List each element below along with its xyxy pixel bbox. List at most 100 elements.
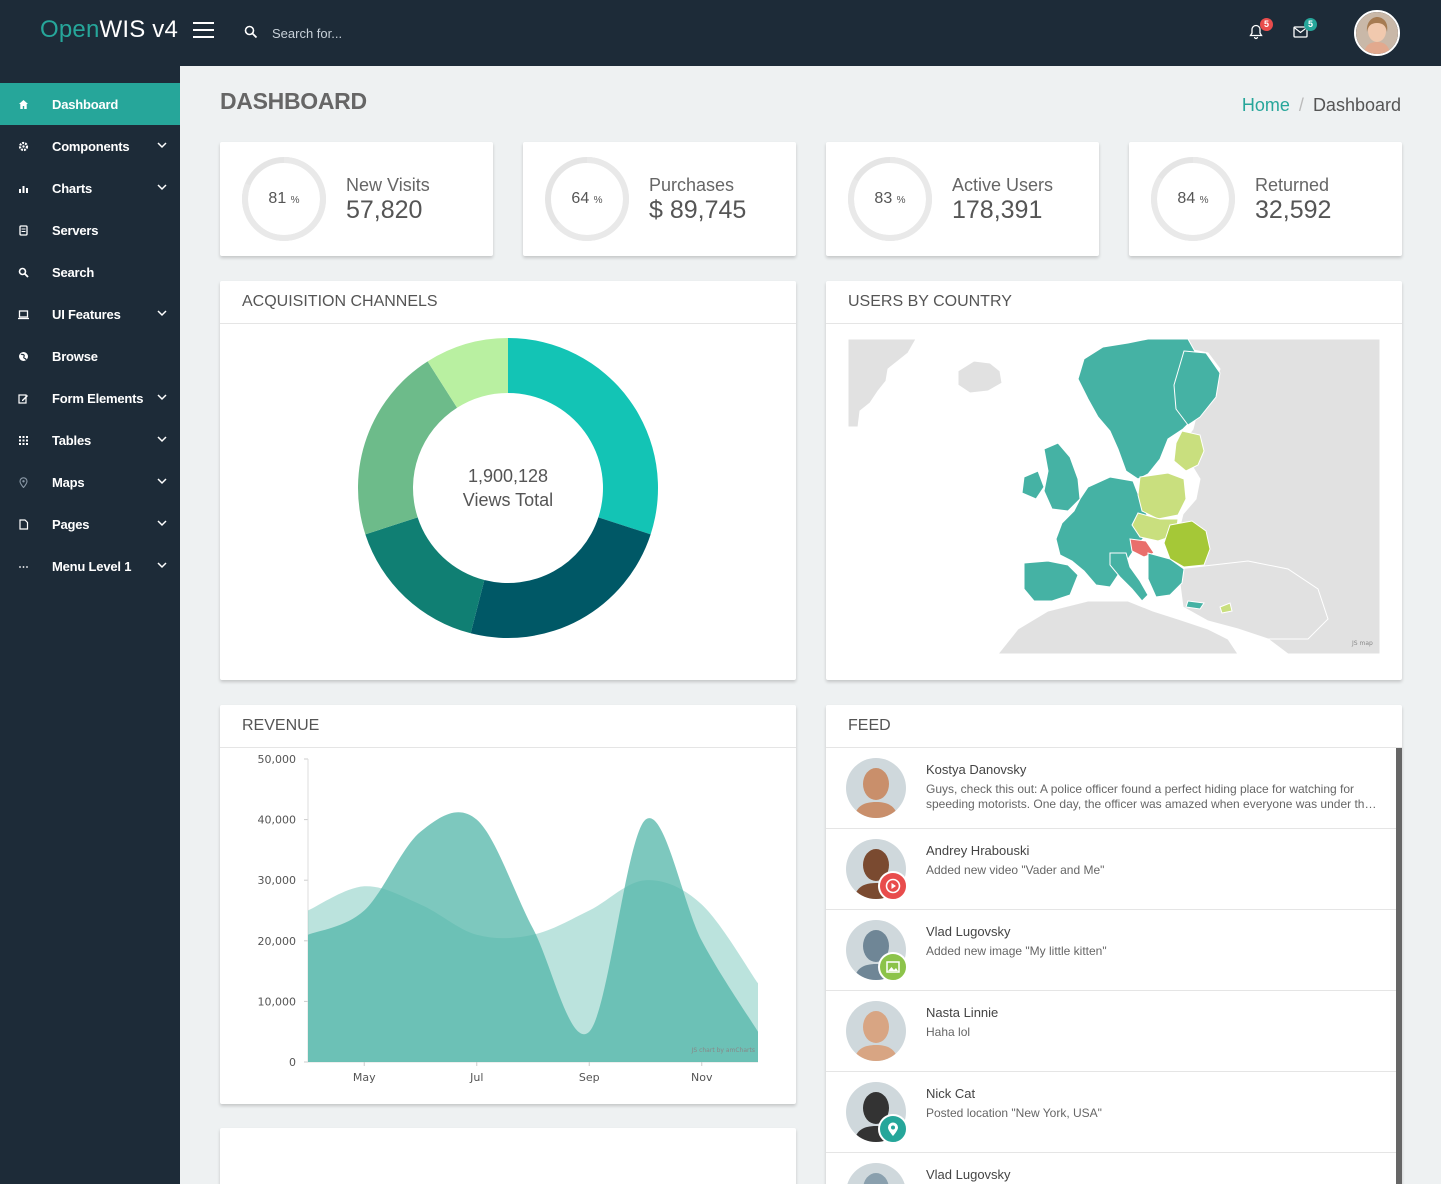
x-tick-label: May [353, 1071, 376, 1084]
x-tick-label: Nov [691, 1071, 713, 1084]
chevron-down-icon [157, 436, 167, 443]
acquisition-donut-chart [358, 338, 658, 638]
percent-sign: % [290, 195, 300, 206]
progress-arc [242, 157, 326, 241]
stat-value: 32,592 [1255, 196, 1332, 224]
sidebar-item-dashboard[interactable]: Dashboard [0, 83, 180, 125]
app-logo[interactable]: OpenWIS v4 [40, 16, 179, 43]
feed-avatar[interactable] [846, 839, 906, 899]
percent-sign: % [1199, 195, 1209, 206]
sidebar-item-maps[interactable]: Maps [0, 461, 180, 503]
sidebar-item-ui-features[interactable]: UI Features [0, 293, 180, 335]
feed-text: Added new image "My little kitten" [926, 944, 1107, 958]
revenue-area-series[interactable] [308, 812, 758, 1062]
stat-value: 57,820 [346, 196, 423, 224]
sidebar-item-servers[interactable]: Servers [0, 209, 180, 251]
server-icon [16, 223, 30, 237]
feed-avatar[interactable] [846, 1001, 906, 1061]
location-icon [878, 1114, 908, 1144]
menu-toggle-icon[interactable] [193, 22, 214, 38]
x-tick-label: Sep [579, 1071, 600, 1084]
bell-icon [1249, 24, 1263, 40]
chevron-down-icon [157, 520, 167, 527]
panel-title: FEED [848, 717, 891, 734]
home-icon [16, 97, 30, 111]
breadcrumb-current: Dashboard [1312, 95, 1401, 115]
stat-card-purchases: 64 % Purchases $ 89,745 [523, 142, 796, 256]
feed-author-name[interactable]: Kostya Danovsky [926, 762, 1027, 777]
page-title: DASHBOARD [220, 88, 367, 114]
progress-ring [545, 157, 629, 241]
feed-text: Added new video "Vader and Me" [926, 863, 1105, 877]
percent-sign: % [593, 195, 603, 206]
feed-author-name[interactable]: Nasta Linnie [926, 1005, 999, 1020]
sidebar-item-menu-level-1[interactable]: Menu Level 1 [0, 545, 180, 587]
donut-slice[interactable] [358, 361, 458, 535]
search-input[interactable] [266, 20, 526, 46]
acquisition-channels-panel: ACQUISITION CHANNELS 1,900,128 Views Tot… [220, 281, 796, 680]
donut-slice[interactable] [365, 517, 485, 634]
chevron-down-icon [157, 562, 167, 569]
europe-map[interactable]: JS map [848, 339, 1380, 654]
sidebar-item-components[interactable]: Components [0, 125, 180, 167]
breadcrumb-separator: / [1298, 95, 1304, 115]
progress-arc [848, 157, 932, 241]
feed-item[interactable]: Andrey Hrabouski Added new video "Vader a… [826, 829, 1396, 910]
bar-chart-icon [16, 181, 30, 195]
donut-slice[interactable] [508, 338, 658, 535]
feed-item[interactable]: Kostya Danovsky Guys, check this out: A p… [826, 748, 1396, 829]
feed-author-name[interactable]: Vlad Lugovsky [926, 1167, 1011, 1182]
feed-author-name[interactable]: Vlad Lugovsky [926, 924, 1011, 939]
feed-avatar[interactable] [846, 758, 906, 818]
feed-item[interactable]: Nick Cat Posted location "New York, USA" [826, 1072, 1396, 1153]
stat-percent: 64 [571, 190, 590, 207]
breadcrumb-home-link[interactable]: Home [1241, 95, 1290, 115]
top-navbar: OpenWIS v4 5 5 [0, 0, 1441, 66]
progress-ring [1151, 157, 1235, 241]
messages-button[interactable]: 5 [1293, 18, 1317, 42]
feed-author-name[interactable]: Andrey Hrabouski [926, 843, 1030, 858]
progress-arc [1151, 157, 1235, 241]
map-pin-icon [16, 475, 30, 489]
feed-item[interactable]: Vlad Lugovsky [826, 1153, 1396, 1184]
envelope-icon [1293, 26, 1308, 38]
progress-arc [545, 157, 629, 241]
feed-text: Haha lol [926, 1025, 971, 1039]
ellipsis-icon [16, 559, 30, 573]
chevron-down-icon [157, 478, 167, 485]
feed-avatar[interactable] [846, 1163, 906, 1184]
revenue-panel: REVENUE 0 10,000 20,000 30,000 40,000 50,000 M… [220, 705, 796, 1104]
panel-title: USERS BY COUNTRY [848, 293, 1012, 310]
chevron-down-icon [157, 184, 167, 191]
map-credit: JS map [1351, 640, 1373, 647]
sidebar-item-browse[interactable]: Browse [0, 335, 180, 377]
donut-slice[interactable] [427, 338, 508, 408]
feed-text: Guys, check this out: A police officer f… [926, 782, 1372, 811]
sidebar-item-form-elements[interactable]: Form Elements [0, 377, 180, 419]
feed-scrollbar[interactable] [1396, 748, 1402, 1184]
sidebar-item-pages[interactable]: Pages [0, 503, 180, 545]
feed-item[interactable]: Nasta Linnie Haha lol [826, 991, 1396, 1072]
stat-card-active-users: 83 % Active Users 178,391 [826, 142, 1099, 256]
feed-author-name[interactable]: Nick Cat [926, 1086, 976, 1101]
panel-title: ACQUISITION CHANNELS [242, 293, 438, 310]
user-avatar[interactable] [1354, 10, 1400, 56]
y-tick-label: 10,000 [258, 995, 297, 1008]
notifications-button[interactable]: 5 [1249, 18, 1273, 42]
sidebar-item-search[interactable]: Search [0, 251, 180, 293]
sidebar: Dashboard Components Charts Servers Sear… [0, 66, 180, 1184]
image-icon [878, 952, 908, 982]
sidebar-item-tables[interactable]: Tables [0, 419, 180, 461]
stat-percent: 81 [268, 190, 287, 207]
stat-card-returned: 84 % Returned 32,592 [1129, 142, 1402, 256]
sidebar-item-charts[interactable]: Charts [0, 167, 180, 209]
feed-item[interactable]: Vlad Lugovsky Added new image "My little … [826, 910, 1396, 991]
donut-slice[interactable] [470, 517, 651, 638]
progress-ring [848, 157, 932, 241]
feed-text: Posted location "New York, USA" [926, 1106, 1102, 1120]
globe-icon [16, 349, 30, 363]
y-tick-label: 20,000 [258, 935, 297, 948]
laptop-icon [16, 307, 30, 321]
stat-value: 178,391 [952, 196, 1043, 224]
chevron-down-icon [157, 394, 167, 401]
